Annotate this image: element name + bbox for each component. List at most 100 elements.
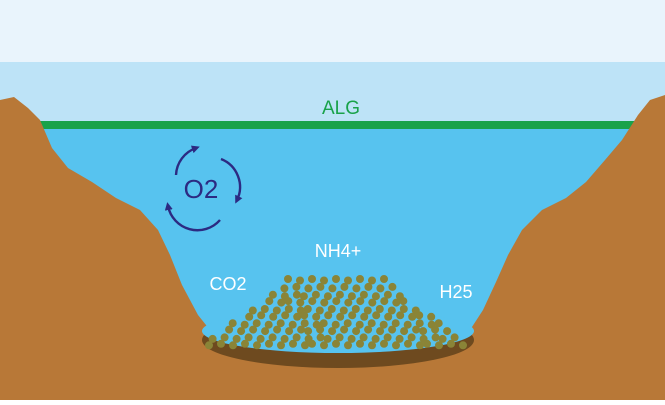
sediment-particle (241, 339, 249, 348)
sediment-particle (217, 339, 225, 348)
algae-layer (40, 121, 640, 129)
sediment-particle (380, 339, 388, 348)
sediment-particle (220, 333, 229, 342)
sediment-particle (296, 276, 304, 285)
sediment-particle (232, 334, 241, 343)
sediment-particle (328, 284, 337, 293)
carbon-dioxide-label: CO2 (209, 274, 246, 294)
sediment-particle (331, 320, 340, 329)
sediment-particle (240, 320, 249, 329)
sediment-particle (323, 334, 332, 343)
sediment-particle (296, 298, 305, 307)
sediment-particle (431, 333, 440, 342)
sediment-particle (300, 311, 309, 320)
sediment-particle (352, 284, 361, 293)
sediment-particle (297, 325, 306, 334)
sediment-particle (252, 319, 261, 328)
hydrogen-sulfide-label: H25 (439, 282, 472, 302)
ammonium-label: NH4+ (315, 241, 362, 261)
sediment-particle (399, 297, 408, 306)
sediment-particle (388, 325, 397, 334)
sediment-particle (303, 305, 312, 313)
sediment-particle (277, 341, 285, 350)
sediment-particle (434, 319, 443, 328)
sediment-particle (407, 333, 416, 342)
sediment-particle (292, 290, 301, 299)
sediment-particle (344, 276, 352, 285)
sediment-particle (379, 320, 388, 329)
sediment-particle (208, 334, 217, 343)
sediment-particle (304, 327, 313, 336)
sediment-particle (415, 319, 424, 328)
sediment-particle (355, 320, 364, 329)
sediment-particle (304, 284, 313, 293)
sediment-particle (315, 306, 324, 315)
sediment-particle (269, 312, 278, 321)
sediment-particle (404, 339, 412, 348)
sediment-particle (384, 312, 393, 321)
sediment-particle (427, 312, 436, 321)
sediment-particle (320, 341, 328, 350)
sediment-particle (387, 306, 396, 315)
sediment-particle (419, 327, 428, 336)
sediment-particle (360, 312, 369, 321)
sediment-particle (383, 333, 392, 342)
sediment-particle (396, 311, 405, 320)
sediment-particle (447, 339, 455, 348)
sediment-particle (364, 282, 373, 291)
sediment-particle (450, 333, 459, 342)
sediment-particle (237, 327, 246, 336)
sediment-particle (376, 284, 385, 293)
left-bank (0, 97, 210, 400)
sediment-particle (367, 319, 376, 328)
sediment-particle (352, 327, 361, 336)
sediment-particle (276, 319, 285, 328)
sediment-particle (392, 341, 400, 350)
sediment-particle (332, 339, 340, 348)
sediment-particle (431, 325, 440, 334)
sediment-particle (383, 290, 392, 299)
sediment-particle (423, 339, 431, 348)
sediment-particle (327, 305, 336, 313)
sediment-particle (371, 334, 380, 343)
sediment-particle (280, 334, 289, 343)
sediment-particle (332, 297, 341, 306)
sediment-particle (343, 319, 352, 328)
sediment-particle (281, 311, 290, 320)
sediment-particle (257, 311, 266, 320)
sediment-particle (228, 319, 237, 328)
algae-label: ALG (322, 98, 360, 119)
sediment-particle (229, 341, 237, 350)
sediment-particle (308, 275, 316, 283)
sediment-particle (376, 327, 385, 336)
sediment-particle (268, 333, 277, 342)
sky-top (0, 0, 665, 62)
sediment-particle (356, 339, 364, 348)
sediment-particle (368, 341, 376, 350)
sediment-particle (293, 312, 302, 321)
sediment-particle (249, 325, 258, 334)
sediment-particle (359, 290, 368, 299)
sediment-particle (356, 297, 365, 306)
sediment-particle (336, 312, 345, 321)
sediment-particle (340, 325, 349, 334)
sediment-particle (438, 334, 447, 343)
sediment-particle (285, 327, 294, 336)
sediment-particle (416, 341, 424, 350)
sediment-particle (301, 341, 309, 350)
sediment-particle (403, 320, 412, 329)
sediment-particle (292, 333, 301, 342)
sediment-particle (244, 333, 253, 342)
sediment-particle (323, 292, 332, 301)
sediment-particle (380, 297, 389, 306)
sediment-particle (253, 341, 261, 350)
sediment-particle (368, 298, 377, 307)
sediment-particle (339, 306, 348, 315)
sediment-particle (268, 290, 277, 299)
sediment-particle (261, 327, 270, 336)
sediment-particle (344, 298, 353, 307)
sediment-particle (364, 325, 373, 334)
sediment-particle (443, 327, 452, 336)
sediment-particle (395, 334, 404, 343)
